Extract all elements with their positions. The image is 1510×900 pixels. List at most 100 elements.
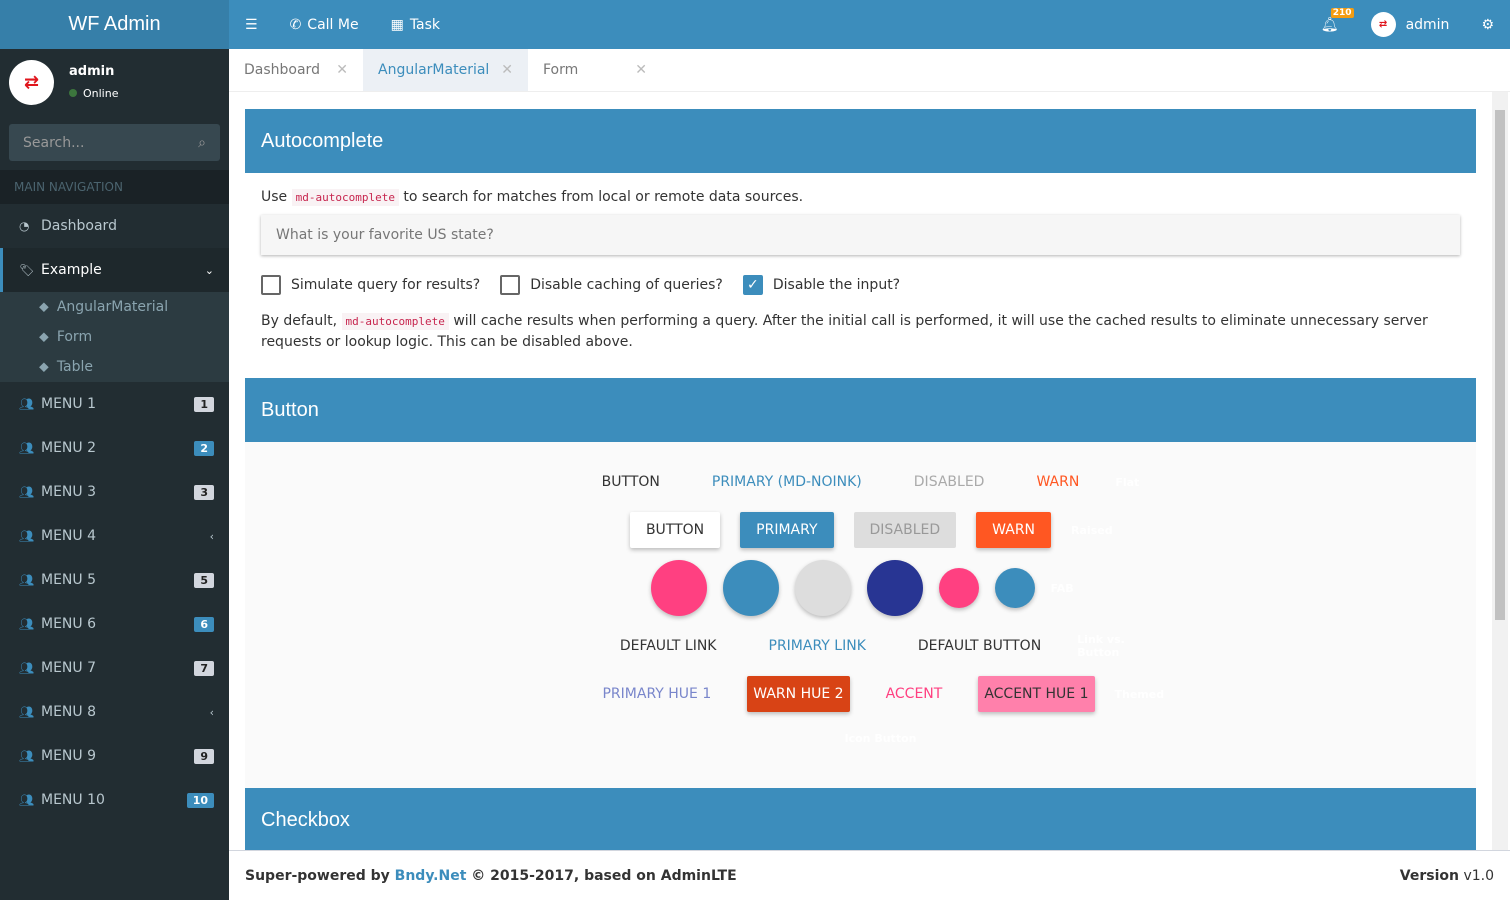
online-dot-icon bbox=[69, 88, 77, 97]
chevron-down-icon: ⌄ bbox=[204, 263, 214, 277]
call-me-button[interactable]: ✆ Call Me bbox=[274, 0, 375, 49]
flat-warn-button[interactable]: Warn bbox=[1036, 474, 1080, 490]
search-icon[interactable]: ⌕ bbox=[198, 134, 206, 151]
raised-primary-button[interactable]: Primary bbox=[740, 512, 834, 548]
menu-badge: 1 bbox=[194, 396, 214, 412]
fab-label: FAB bbox=[1050, 581, 1074, 595]
sidebar-subitem-form[interactable]: ⬥ Form bbox=[0, 322, 229, 352]
sidebar-search-input[interactable]: Search... ⌕ bbox=[9, 124, 220, 161]
primary-link[interactable]: Primary Link bbox=[768, 638, 866, 654]
chevron-left-icon: ‹ bbox=[209, 529, 214, 543]
state-autocomplete-input[interactable]: What is your favorite US state? bbox=[261, 215, 1460, 255]
settings-button[interactable]: ⚙ bbox=[1465, 0, 1510, 49]
tab-label: Dashboard bbox=[244, 62, 320, 78]
users-icon: 👥︎ bbox=[19, 661, 35, 675]
gears-icon: ⚙ bbox=[1481, 16, 1494, 33]
close-icon[interactable]: ✕ bbox=[635, 62, 647, 78]
accent-button[interactable]: Accent bbox=[885, 686, 943, 702]
mini-fab-primary-button[interactable] bbox=[994, 568, 1035, 608]
sidebar-item-label: MENU 2 bbox=[41, 440, 97, 456]
notifications-button[interactable]: 🔔︎ 210 bbox=[1305, 0, 1355, 49]
tag-icon: ⬥ bbox=[39, 329, 49, 345]
tab-label: Form bbox=[543, 62, 579, 78]
close-icon[interactable]: ✕ bbox=[501, 62, 513, 78]
menu-badge: 3 bbox=[194, 484, 214, 500]
scrollbar-thumb[interactable] bbox=[1495, 110, 1505, 620]
panel-title: Button bbox=[245, 378, 1476, 442]
close-icon[interactable]: ✕ bbox=[336, 62, 348, 78]
sidebar-item-dashboard[interactable]: ◔ Dashboard bbox=[0, 204, 229, 248]
user-panel: ⇄ admin Online bbox=[0, 49, 229, 115]
dashboard-icon: ◔ bbox=[19, 219, 30, 233]
task-button[interactable]: ▦ Task bbox=[375, 0, 456, 49]
warn-hue2-button[interactable]: Warn Hue 2 bbox=[747, 676, 850, 712]
menu-icon: ☰ bbox=[245, 16, 258, 33]
sidebar-item-menu-8[interactable]: 👥︎ MENU 8 ‹ bbox=[0, 690, 229, 734]
fab-accent-button[interactable] bbox=[650, 560, 707, 616]
tab-angularmaterial[interactable]: AngularMaterial ✕ bbox=[363, 49, 528, 91]
sidebar-item-example[interactable]: 🏷︎ Example ⌄ bbox=[0, 248, 229, 292]
sidebar-item-menu-9[interactable]: 👥︎ MENU 9 9 bbox=[0, 734, 229, 778]
sidebar-item-menu-3[interactable]: 👥︎ MENU 3 3 bbox=[0, 470, 229, 514]
sidebar-item-menu-6[interactable]: 👥︎ MENU 6 6 bbox=[0, 602, 229, 646]
sidebar-item-menu-5[interactable]: 👥︎ MENU 5 5 bbox=[0, 558, 229, 602]
themed-label: Themed bbox=[1114, 687, 1165, 701]
users-icon: 👥︎ bbox=[19, 617, 35, 631]
icon-button-label: Icon Button bbox=[844, 731, 917, 745]
sidebar-item-menu-10[interactable]: 👥︎ MENU 10 10 bbox=[0, 778, 229, 822]
user-menu[interactable]: ⇄ admin bbox=[1355, 0, 1466, 49]
flat-primary-button[interactable]: Primary (md-noink) bbox=[711, 474, 862, 490]
simulate-query-checkbox[interactable]: Simulate query for results? bbox=[261, 275, 480, 295]
sidebar: ⇄ admin Online Search... ⌕ MAIN NAVIGATION… bbox=[0, 49, 229, 900]
subitem-label: AngularMaterial bbox=[56, 299, 169, 315]
default-link[interactable]: Default Link bbox=[619, 638, 717, 654]
sidebar-item-label: Example bbox=[41, 262, 102, 278]
sidebar-item-menu-2[interactable]: 👥︎ MENU 2 2 bbox=[0, 426, 229, 470]
sidebar-item-label: MENU 8 bbox=[41, 704, 97, 720]
main-content: Autocomplete Use md-autocomplete to sear… bbox=[229, 92, 1492, 850]
bell-icon: 🔔︎ bbox=[1320, 16, 1339, 33]
footer-version: Version v1.0 bbox=[1399, 867, 1494, 884]
sidebar-toggle-button[interactable]: ☰ bbox=[229, 0, 274, 49]
app-logo[interactable]: WF Admin bbox=[0, 0, 229, 49]
tab-form[interactable]: Form ✕ bbox=[528, 49, 662, 91]
tab-label: AngularMaterial bbox=[378, 62, 490, 78]
page-tabs: Dashboard ✕ AngularMaterial ✕ Form ✕ bbox=[229, 49, 1510, 92]
default-button[interactable]: Default Button bbox=[917, 638, 1042, 654]
fab-indigo-button[interactable] bbox=[866, 560, 923, 616]
autocomplete-intro: Use md-autocomplete to search for matche… bbox=[261, 189, 804, 206]
sidebar-subitem-table[interactable]: ⬥ Table bbox=[0, 352, 229, 382]
sidebar-item-menu-1[interactable]: 👥︎ MENU 1 1 bbox=[0, 382, 229, 426]
flat-disabled-button: Disabled bbox=[913, 474, 985, 490]
tab-dashboard[interactable]: Dashboard ✕ bbox=[229, 49, 363, 91]
raised-button[interactable]: Button bbox=[629, 512, 721, 548]
mini-fab-accent-button[interactable] bbox=[938, 568, 979, 608]
raised-warn-button[interactable]: Warn bbox=[976, 512, 1052, 548]
sidebar-item-label: MENU 4 bbox=[41, 528, 97, 544]
button-panel: Button Button Primary (md-noink) Disable… bbox=[245, 378, 1476, 788]
disable-input-checkbox[interactable]: ✓ Disable the input? bbox=[742, 275, 900, 295]
flat-button[interactable]: Button bbox=[601, 474, 660, 490]
sidebar-item-label: MENU 7 bbox=[41, 660, 97, 676]
sidebar-subitem-angularmaterial[interactable]: ⬥ AngularMaterial bbox=[0, 292, 229, 322]
subitem-label: Table bbox=[56, 359, 94, 375]
subitem-label: Form bbox=[56, 329, 93, 345]
sidebar-item-menu-4[interactable]: 👥︎ MENU 4 ‹ bbox=[0, 514, 229, 558]
flat-label: Flat bbox=[1115, 475, 1140, 489]
bndy-link[interactable]: Bndy.Net bbox=[394, 867, 467, 884]
fab-disabled-button bbox=[794, 560, 851, 616]
fab-primary-button[interactable] bbox=[722, 560, 779, 616]
primary-hue1-button[interactable]: Primary Hue 1 bbox=[602, 686, 712, 702]
users-icon: 👥︎ bbox=[19, 749, 35, 763]
link-vs-button-label: Link vs. Button bbox=[1077, 633, 1125, 659]
accent-hue1-button[interactable]: Accent Hue 1 bbox=[978, 676, 1095, 712]
footer-credits: Super-powered by Bndy.Net © 2015-2017, b… bbox=[245, 867, 737, 884]
content-scrollbar[interactable] bbox=[1492, 92, 1508, 850]
autocomplete-description: By default, md-autocomplete will cache r… bbox=[261, 313, 1428, 350]
disable-caching-checkbox[interactable]: Disable caching of queries? bbox=[500, 275, 723, 295]
sidebar-item-menu-7[interactable]: 👥︎ MENU 7 7 bbox=[0, 646, 229, 690]
calendar-icon: ▦ bbox=[390, 16, 404, 33]
autocomplete-panel: Autocomplete Use md-autocomplete to sear… bbox=[245, 109, 1476, 378]
menu-badge: 9 bbox=[194, 748, 214, 764]
users-icon: 👥︎ bbox=[19, 441, 35, 455]
